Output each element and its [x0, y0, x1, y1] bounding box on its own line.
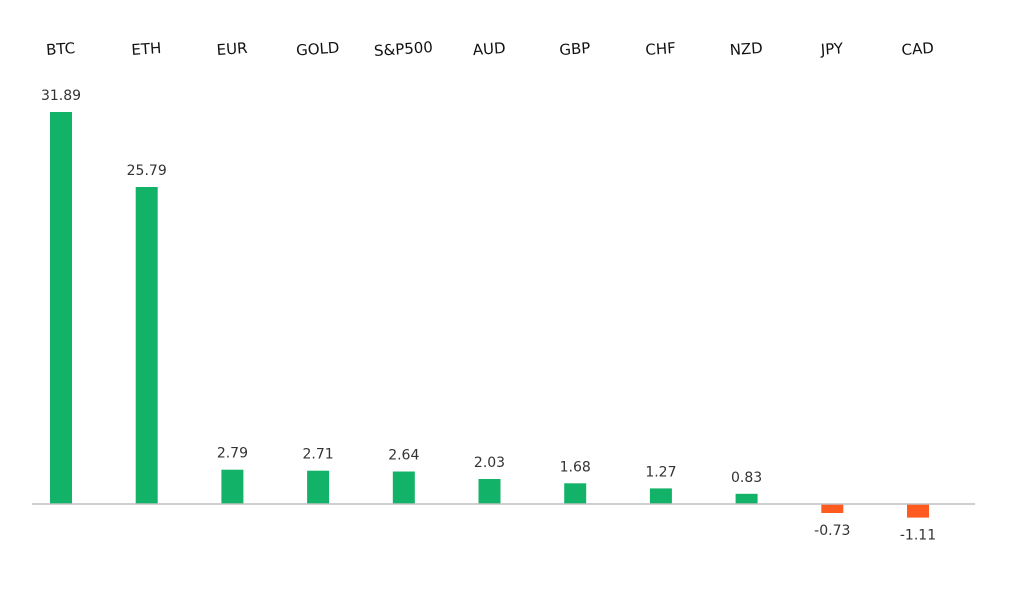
value-label-eur: 2.79	[217, 446, 248, 462]
bar-s-p500	[392, 471, 415, 504]
bar-gold	[307, 470, 330, 504]
bar-eth	[135, 187, 158, 504]
category-label-nzd: NZD	[729, 39, 763, 59]
category-label-eur: EUR	[216, 39, 248, 59]
bar-btc	[50, 112, 72, 504]
category-label-cad: CAD	[901, 39, 934, 59]
category-label-aud: AUD	[472, 39, 506, 59]
value-label-chf: 1.27	[645, 464, 676, 480]
bar-cad	[907, 504, 929, 518]
category-label-jpy: JPY	[819, 39, 844, 59]
value-label-jpy: -0.73	[814, 523, 850, 539]
category-label-eth: ETH	[131, 39, 162, 59]
bar-gbp	[564, 483, 587, 504]
bar-nzd	[735, 493, 758, 504]
value-label-eth: 25.79	[127, 163, 167, 179]
category-label-gold: GOLD	[296, 39, 340, 60]
bars-group	[50, 112, 929, 518]
value-label-gbp: 1.68	[560, 459, 591, 475]
value-label-aud: 2.03	[474, 455, 505, 471]
value-label-btc: 31.89	[41, 88, 81, 104]
bar-aud	[478, 479, 501, 504]
bar-jpy	[821, 504, 844, 513]
category-label-chf: CHF	[645, 39, 677, 59]
value-label-gold: 2.71	[303, 447, 334, 463]
value-label-cad: -1.11	[900, 528, 936, 544]
bar-chf	[649, 488, 672, 504]
value-label-nzd: 0.83	[731, 470, 762, 486]
value-label-s-p500: 2.64	[388, 448, 419, 464]
category-label-s-p500: S&P500	[373, 38, 433, 60]
value-labels: 31.89 25.79 2.79 2.71 2.64 2.03 1.68 1.27 0.83 -0…	[41, 88, 936, 544]
category-labels: BTC ETH EUR GOLD S&P500 AUD GBP CHF NZD JPY CAD	[46, 38, 935, 60]
category-label-btc: BTC	[46, 39, 76, 59]
bar-eur	[221, 469, 244, 504]
category-label-gbp: GBP	[559, 39, 591, 59]
